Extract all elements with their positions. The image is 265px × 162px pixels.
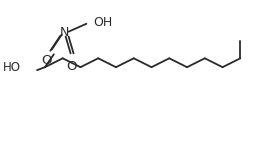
Text: N: N xyxy=(60,26,69,39)
Text: HO: HO xyxy=(3,61,21,74)
Text: O: O xyxy=(66,60,77,73)
Text: O: O xyxy=(42,54,52,67)
Text: OH: OH xyxy=(93,16,113,29)
